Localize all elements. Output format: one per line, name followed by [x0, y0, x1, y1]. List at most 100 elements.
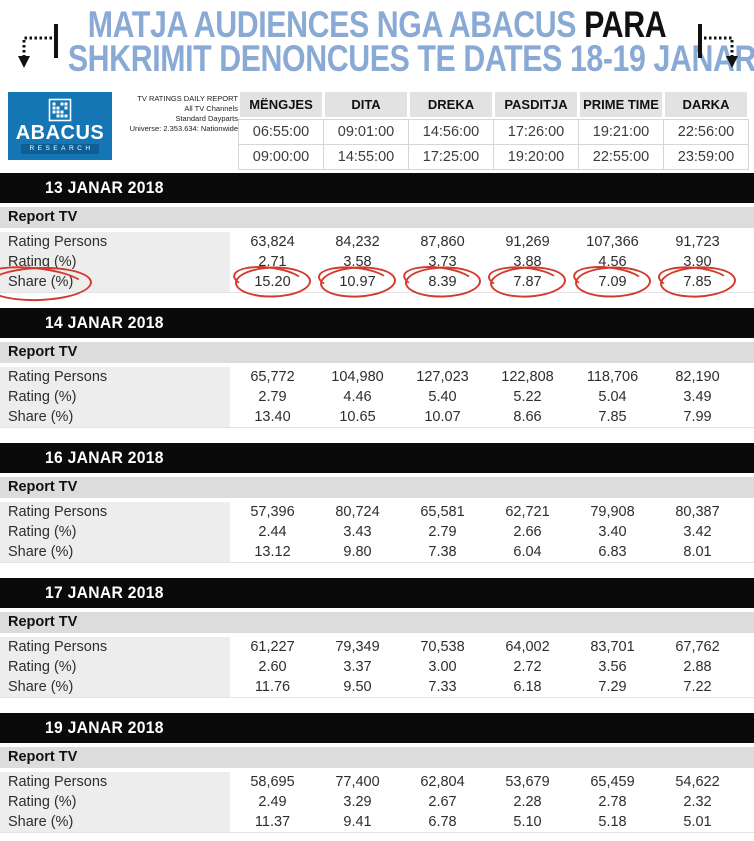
channel-row: Report TV — [0, 207, 754, 228]
value-cell: 57,396 — [230, 502, 315, 522]
value-text: 2.72 — [513, 659, 542, 675]
value-cell: 65,459 — [570, 772, 655, 792]
channel-name: Report TV — [8, 344, 78, 360]
value-text: 104,980 — [331, 369, 384, 385]
daypart-column-header: PASDITJA — [495, 92, 577, 117]
value-text: 3.49 — [683, 389, 712, 405]
value-cell: 2.72 — [485, 657, 570, 677]
title-block: MATJA AUDIENCES NGA ABACUS PARA SHKRIMIT… — [0, 0, 754, 77]
value-text: 7.29 — [598, 679, 627, 695]
value-cell: 65,772 — [230, 367, 315, 387]
report-info-line: Standard Dayparts — [175, 114, 238, 123]
value-text: 7.99 — [683, 409, 712, 425]
channel-name: Report TV — [8, 749, 78, 765]
value-text: 65,581 — [420, 504, 465, 520]
metric-rows: Rating Persons 58,695 77,400 62,804 53,679 65… — [0, 772, 754, 833]
value-cell: 91,269 — [485, 232, 570, 252]
metric-label-text: Rating (%) — [8, 389, 77, 405]
value-text: 2.28 — [513, 794, 542, 810]
report-info-line: Universe: 2.353.634: Nationwide — [129, 124, 238, 133]
rating-pct-row: Rating (%) 2.71 3.58 3.73 3.88 4.56 3.90 — [0, 252, 754, 272]
value-cell: 3.73 — [400, 252, 485, 272]
value-cell: 58,695 — [230, 772, 315, 792]
metric-label-text: Share (%) — [8, 679, 74, 695]
value-text: 3.00 — [428, 659, 457, 675]
value-text: 57,396 — [250, 504, 295, 520]
day-section: 13 JANAR 2018 Report TV Rating Persons 63… — [0, 173, 754, 303]
value-cell: 13.40 — [230, 407, 315, 427]
share-pct-row: Share (%) 11.37 9.41 6.78 5.10 5.18 5.01 — [0, 812, 754, 832]
value-cell: 5.04 — [570, 387, 655, 407]
value-text: 3.73 — [428, 254, 457, 270]
rating-persons-row: Rating Persons 63,824 84,232 87,860 91,269 10… — [0, 232, 754, 252]
share-pct-row: Share (%) 13.12 9.80 7.38 6.04 6.83 8.01 — [0, 542, 754, 562]
daypart-end-time: 17:25:00 — [408, 144, 494, 170]
value-cell: 80,387 — [655, 502, 740, 522]
value-cell: 8.66 — [485, 407, 570, 427]
value-text: 10.65 — [339, 409, 376, 425]
value-text: 8.39 — [428, 274, 457, 290]
metric-label: Share (%) — [0, 542, 230, 562]
value-cell: 5.18 — [570, 812, 655, 832]
value-text: 83,701 — [590, 639, 635, 655]
date-banner: 13 JANAR 2018 — [0, 173, 754, 203]
value-cell: 2.78 — [570, 792, 655, 812]
rating-persons-row: Rating Persons 57,396 80,724 65,581 62,721 79… — [0, 502, 754, 522]
value-text: 2.67 — [428, 794, 457, 810]
daypart-column-header: DREKA — [410, 92, 492, 117]
value-text: 7.22 — [683, 679, 712, 695]
day-section: 17 JANAR 2018 Report TV Rating Persons 61… — [0, 578, 754, 698]
value-cell: 7.29 — [570, 677, 655, 697]
daypart-end-time: 14:55:00 — [323, 144, 409, 170]
metric-label-text: Rating Persons — [8, 369, 108, 385]
metric-label: Share (%) — [0, 265, 230, 303]
metric-label-text: Share (%) — [8, 814, 74, 830]
title-line-1-black: PARA — [576, 4, 667, 45]
value-cell: 107,366 — [570, 232, 655, 252]
metric-label-text: Rating (%) — [8, 524, 77, 540]
value-cell: 3.88 — [485, 252, 570, 272]
channel-name: Report TV — [8, 614, 78, 630]
value-text: 6.78 — [428, 814, 457, 830]
value-text: 3.37 — [343, 659, 372, 675]
value-text: 2.78 — [598, 794, 627, 810]
abacus-grid-icon — [48, 98, 72, 122]
daypart-start-time: 22:56:00 — [663, 119, 749, 145]
date-banner-text: 13 JANAR 2018 — [45, 178, 164, 197]
value-text: 3.29 — [343, 794, 372, 810]
value-cell: 64,002 — [485, 637, 570, 657]
metric-label-text: Rating Persons — [8, 639, 108, 655]
value-text: 4.56 — [598, 254, 627, 270]
value-text: 3.88 — [513, 254, 542, 270]
title-line-1-blue: MATJA AUDIENCES NGA ABACUS — [87, 4, 577, 45]
value-text: 6.04 — [513, 544, 542, 560]
value-text: 118,706 — [586, 369, 639, 385]
right-anchor-arrow-icon — [698, 24, 738, 68]
value-cell: 10.97 — [315, 264, 400, 300]
value-cell: 87,860 — [400, 232, 485, 252]
value-cell: 62,721 — [485, 502, 570, 522]
value-text: 82,190 — [675, 369, 720, 385]
value-text: 7.33 — [428, 679, 457, 695]
value-cell: 9.41 — [315, 812, 400, 832]
metric-label: Share (%) — [0, 407, 230, 427]
value-cell: 118,706 — [570, 367, 655, 387]
metric-label-text: Rating (%) — [8, 794, 77, 810]
value-text: 7.87 — [513, 274, 542, 290]
value-text: 84,232 — [335, 234, 380, 250]
date-banner: 17 JANAR 2018 — [0, 578, 754, 608]
date-banner-text: 16 JANAR 2018 — [45, 448, 164, 467]
value-text: 5.01 — [683, 814, 712, 830]
value-cell: 2.66 — [485, 522, 570, 542]
metric-label: Rating (%) — [0, 657, 230, 677]
metric-label: Rating Persons — [0, 637, 230, 657]
value-text: 127,023 — [416, 369, 469, 385]
value-text: 7.85 — [683, 274, 712, 290]
daypart-header-table: MËNGJES DITA DREKA PASDITJA PRIME TIME D… — [238, 92, 749, 170]
value-cell: 10.07 — [400, 407, 485, 427]
value-cell: 7.85 — [655, 264, 740, 300]
value-text: 65,772 — [250, 369, 295, 385]
rating-persons-row: Rating Persons 65,772 104,980 127,023 122,80… — [0, 367, 754, 387]
value-text: 5.04 — [598, 389, 627, 405]
value-cell: 2.49 — [230, 792, 315, 812]
